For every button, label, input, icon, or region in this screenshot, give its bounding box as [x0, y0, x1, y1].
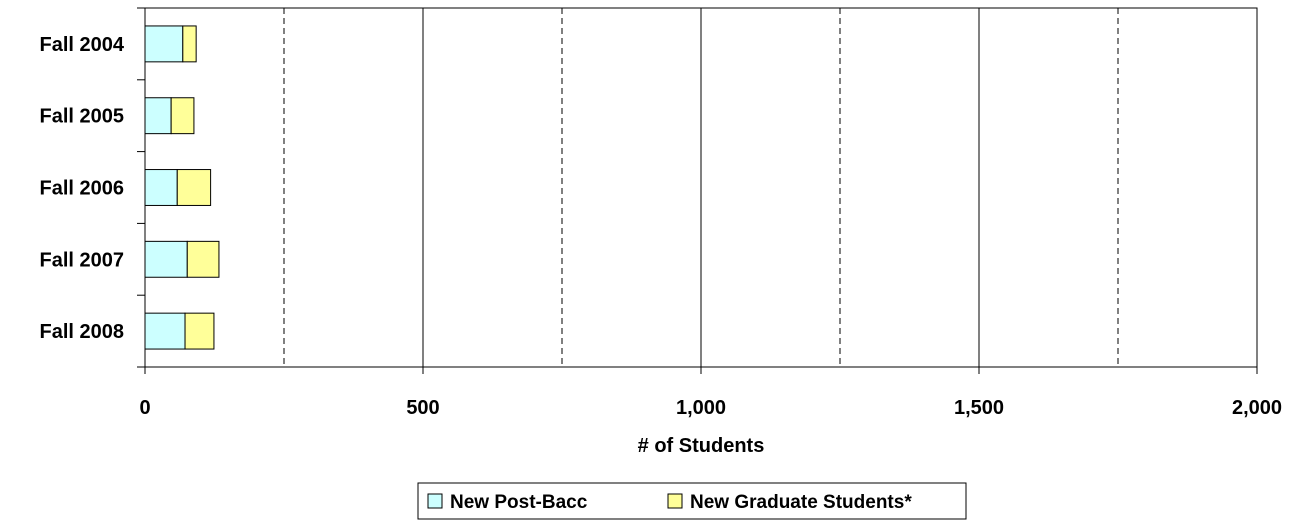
- category-label: Fall 2007: [39, 249, 124, 271]
- bars: [144, 25, 220, 350]
- category-label: Fall 2006: [39, 178, 124, 200]
- legend-swatch: [427, 493, 443, 509]
- category-label: Fall 2008: [39, 321, 124, 343]
- x-axis-title: # of Students: [638, 435, 765, 457]
- bar-segment-post-bacc: [144, 312, 186, 350]
- bar-segment-graduate: [170, 97, 195, 135]
- bar-segment-graduate: [184, 312, 215, 350]
- bar-segment-post-bacc: [144, 240, 188, 278]
- bar-segment-post-bacc: [144, 169, 178, 206]
- x-tick-label: 1,000: [676, 397, 726, 419]
- category-label: Fall 2004: [39, 34, 124, 56]
- legend-label: New Post-Bacc: [450, 492, 588, 513]
- bar-segment-post-bacc: [144, 25, 184, 63]
- bar-segment-graduate: [182, 25, 197, 63]
- legend-label: New Graduate Students*: [690, 492, 912, 513]
- category-label: Fall 2005: [39, 106, 124, 128]
- legend-swatch: [667, 493, 683, 509]
- bar-segment-graduate: [186, 240, 220, 278]
- bar-segment-post-bacc: [144, 97, 172, 135]
- x-tick-label: 1,500: [954, 397, 1004, 419]
- x-tick-label: 500: [406, 397, 439, 419]
- axis-labels: Fall 2004 Fall 2005 Fall 2006 Fall 2007 Fall…: [39, 34, 1282, 419]
- legend: New Post-Bacc New Graduate Students*: [417, 482, 967, 520]
- x-tick-label: 0: [139, 397, 150, 419]
- legend-box: [417, 482, 967, 520]
- bar-segment-graduate: [176, 169, 212, 206]
- x-tick-label: 2,000: [1232, 397, 1282, 419]
- axes: [137, 7, 1258, 374]
- gridlines: [283, 8, 1258, 367]
